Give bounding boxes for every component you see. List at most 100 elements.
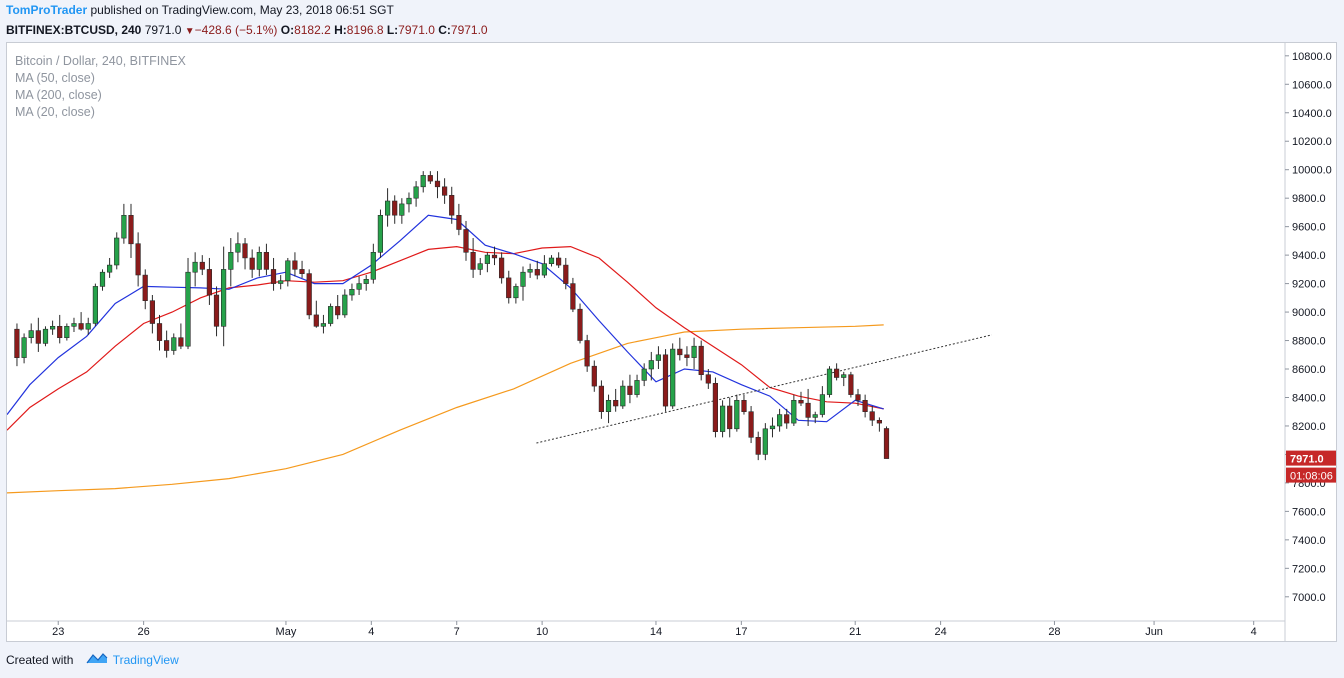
candle-body <box>848 374 854 395</box>
price-change: −428.6 (−5.1%) <box>194 23 278 37</box>
candle-body <box>748 411 754 438</box>
candle-body <box>85 323 91 330</box>
candle-body <box>620 385 626 407</box>
candle <box>741 394 747 415</box>
time-tick-label: 10 <box>536 626 548 638</box>
candle-body <box>719 405 726 432</box>
candle <box>335 294 341 320</box>
candle-body <box>776 414 783 427</box>
candle-body <box>64 325 70 338</box>
candle <box>498 252 505 284</box>
candle-body <box>513 286 519 299</box>
candle <box>670 343 676 409</box>
candle-body <box>655 354 661 361</box>
candle-body <box>128 215 134 245</box>
time-tick-label: 4 <box>1251 626 1257 638</box>
candle <box>805 388 811 426</box>
candle-body <box>520 271 526 287</box>
candle <box>833 363 840 381</box>
candle <box>21 333 27 364</box>
candle <box>313 300 319 328</box>
candle-body <box>270 269 277 284</box>
candle-body <box>313 314 319 327</box>
candle-body <box>741 399 747 412</box>
tradingview-brand-link[interactable]: TradingView <box>112 653 179 667</box>
candle-body <box>92 286 98 324</box>
candle <box>434 171 441 199</box>
time-tick-label: 4 <box>368 626 374 638</box>
candle-body <box>263 252 270 270</box>
candle-body <box>420 175 426 188</box>
countdown-badge-bg <box>1286 467 1336 483</box>
price-tick-label: 8800.0 <box>1292 336 1326 348</box>
ma200-line <box>6 324 884 494</box>
candle-body <box>613 399 619 407</box>
candle-body <box>399 203 405 216</box>
candle <box>755 431 761 461</box>
candle <box>527 263 533 278</box>
candle <box>684 346 690 367</box>
candle-body <box>292 260 298 270</box>
candle <box>221 246 227 347</box>
candle-body <box>527 269 533 273</box>
candle <box>42 326 49 347</box>
candle <box>213 286 220 337</box>
candle <box>149 294 156 334</box>
time-tick-label: 23 <box>52 626 64 638</box>
quote-bar: BITFINEX:BTCUSD, 240 7971.0 ▼−428.6 (−5.… <box>0 20 1344 40</box>
candle-body <box>285 260 291 282</box>
candle <box>263 243 270 276</box>
time-axis[interactable]: 23 26 May 4 7 10 14 17 21 24 28 Jun 4 <box>52 621 1257 638</box>
candle <box>285 257 291 287</box>
candle-body <box>855 394 861 401</box>
candle <box>114 232 120 270</box>
candle-body <box>199 261 205 270</box>
candle-body <box>819 394 825 415</box>
candle-body <box>370 252 376 280</box>
price-tick-label: 10800.0 <box>1292 51 1332 63</box>
close-value: 7971.0 <box>450 23 488 37</box>
candle <box>591 360 597 392</box>
candle <box>705 369 711 389</box>
candle-body <box>135 243 141 276</box>
candle-body <box>812 414 818 418</box>
candle <box>92 283 98 327</box>
candle-body <box>171 337 177 351</box>
candle-body <box>377 215 384 253</box>
price-tick-label: 9200.0 <box>1292 279 1326 291</box>
candle <box>748 406 754 444</box>
candle-body <box>883 428 890 459</box>
candle-body <box>869 411 875 421</box>
candle <box>377 209 384 258</box>
candle-body <box>841 374 847 378</box>
candlestick-chart[interactable]: 7000.07200.07400.07600.07800.08000.08200… <box>6 43 1336 641</box>
candle <box>449 186 455 224</box>
candle-body <box>805 402 811 418</box>
time-tick-label: Jun <box>1145 626 1163 638</box>
candle <box>520 266 526 301</box>
candle <box>563 257 569 290</box>
candle-body <box>356 283 362 290</box>
candle <box>306 269 312 320</box>
ma200-layer <box>6 324 884 494</box>
candle-body <box>634 380 640 395</box>
candle-body <box>691 345 697 358</box>
candle <box>342 289 348 318</box>
price-tick-label: 8400.0 <box>1292 392 1326 404</box>
candle <box>349 283 355 301</box>
tradingview-cloud-icon[interactable] <box>85 647 109 675</box>
candle-body <box>99 271 106 287</box>
candle-body <box>862 399 868 412</box>
candle <box>135 232 141 287</box>
chart-panel[interactable]: 7000.07200.07400.07600.07800.08000.08200… <box>6 42 1337 642</box>
candle <box>698 340 704 381</box>
candle-body <box>677 348 683 356</box>
candle <box>427 171 433 184</box>
price-axis[interactable]: 7000.07200.07400.07600.07800.08000.08200… <box>1285 51 1332 604</box>
candle <box>598 380 604 419</box>
candle <box>876 417 882 432</box>
author-name[interactable]: TomProTrader <box>6 3 88 17</box>
legend-ma200: MA (200, close) <box>15 88 102 102</box>
candle-body <box>627 385 633 395</box>
candle-body <box>164 340 170 351</box>
